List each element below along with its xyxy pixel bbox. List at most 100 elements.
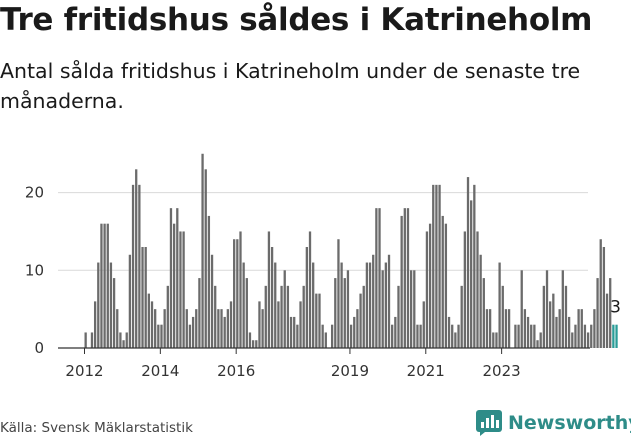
bar xyxy=(346,270,350,348)
bar xyxy=(359,293,362,348)
bar xyxy=(438,184,441,348)
bar xyxy=(362,285,365,348)
bar xyxy=(375,208,378,348)
bar xyxy=(223,316,226,348)
axis-labels: 0 10 20 2012 2014 2016 2019 2021 2023 3 xyxy=(25,184,621,380)
bar xyxy=(233,239,236,348)
bar xyxy=(536,340,539,348)
bar xyxy=(444,223,448,348)
bar xyxy=(470,200,473,348)
bar xyxy=(239,231,242,348)
bar xyxy=(103,223,106,348)
bar xyxy=(413,270,416,348)
axes xyxy=(58,347,590,354)
bar xyxy=(583,324,587,348)
bar xyxy=(523,309,527,348)
bar xyxy=(141,247,144,348)
bar xyxy=(492,332,495,348)
bar xyxy=(147,293,150,348)
bar xyxy=(318,293,321,348)
bar xyxy=(526,316,530,348)
bar xyxy=(245,278,248,348)
source-note: Källa: Svensk Mäklarstatistik xyxy=(0,420,193,436)
bar xyxy=(602,247,606,348)
bar xyxy=(109,262,113,348)
bar xyxy=(609,278,612,348)
chart-title: Tre fritidshus såldes i Katrineholm xyxy=(0,2,593,38)
bar xyxy=(447,316,451,348)
bar xyxy=(378,208,381,348)
bar xyxy=(409,270,413,348)
bar xyxy=(226,309,229,348)
bar xyxy=(384,262,387,348)
bar xyxy=(495,332,498,348)
bar xyxy=(539,332,542,348)
bar xyxy=(135,169,138,348)
bar xyxy=(198,278,201,348)
bar xyxy=(176,208,179,348)
bar xyxy=(277,301,280,348)
bar xyxy=(236,239,239,348)
bars xyxy=(84,153,618,348)
bar xyxy=(264,285,267,348)
bar xyxy=(172,223,176,348)
bar xyxy=(574,324,577,348)
bar xyxy=(419,324,422,348)
bar xyxy=(299,301,302,348)
bar xyxy=(321,324,324,348)
gridlines xyxy=(58,192,588,271)
bar xyxy=(561,270,564,348)
bar xyxy=(504,309,508,348)
y-tick-label: 0 xyxy=(34,339,44,357)
bar-chart: 0 10 20 2012 2014 2016 2019 2021 2023 3 xyxy=(25,153,621,380)
bar xyxy=(138,184,141,348)
bar xyxy=(242,262,245,348)
brand-logo[interactable]: Newsworthy xyxy=(476,408,631,438)
bar xyxy=(93,301,97,348)
y-tick-label: 10 xyxy=(25,261,44,279)
bar xyxy=(296,324,299,348)
bar xyxy=(191,316,195,348)
bar xyxy=(549,301,552,348)
bar xyxy=(255,340,258,348)
x-tick-label: 2019 xyxy=(331,362,369,380)
bar xyxy=(397,285,400,348)
bar xyxy=(387,254,391,348)
bar xyxy=(315,293,318,348)
bar xyxy=(353,316,356,348)
bar xyxy=(160,324,163,348)
last-value-label: 3 xyxy=(610,298,621,318)
bar xyxy=(270,247,274,348)
bar xyxy=(441,215,444,348)
bar xyxy=(406,208,410,348)
bar xyxy=(179,231,182,348)
bar xyxy=(305,247,308,348)
bar xyxy=(425,231,429,348)
bar xyxy=(555,316,558,348)
bar xyxy=(283,270,286,348)
bar xyxy=(201,153,204,348)
bar xyxy=(251,340,255,348)
bar xyxy=(90,332,94,348)
bar xyxy=(207,215,211,348)
bar xyxy=(188,324,192,348)
bar xyxy=(368,262,372,348)
x-tick-label: 2021 xyxy=(407,362,445,380)
bar xyxy=(312,262,315,348)
bar xyxy=(217,309,220,348)
bar xyxy=(154,309,157,348)
bar xyxy=(394,316,397,348)
bar xyxy=(498,262,501,348)
bar xyxy=(334,278,337,348)
bar xyxy=(131,184,135,348)
bar xyxy=(106,223,109,348)
bar xyxy=(125,332,128,348)
bar xyxy=(210,254,214,348)
bar xyxy=(195,309,198,348)
bar xyxy=(473,184,476,348)
bar xyxy=(343,278,346,348)
x-tick-label: 2023 xyxy=(483,362,521,380)
bar xyxy=(482,278,485,348)
bar xyxy=(586,332,590,348)
bar xyxy=(517,324,520,348)
